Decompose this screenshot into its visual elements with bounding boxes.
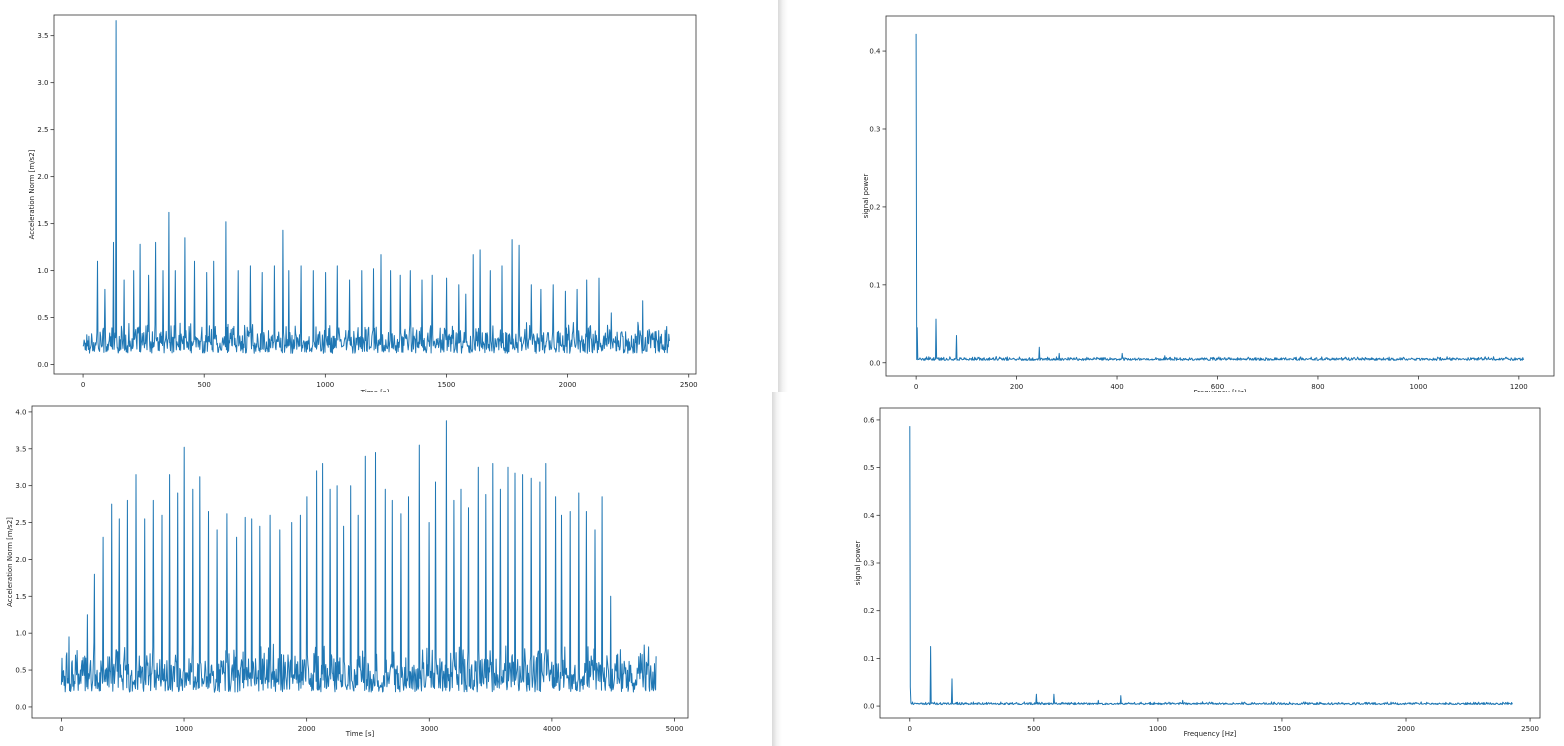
chart-panel-bottom-right: 0 500 1000 1500 2000 2500 0.0 0.1 0.2 0.3 0.4 0.5 0.… bbox=[782, 392, 1564, 746]
y-tick-label: 0.5 bbox=[37, 314, 48, 322]
x-tick-label: 200 bbox=[1010, 383, 1023, 391]
axes-frame bbox=[53, 14, 697, 375]
y-tick-label: 0.3 bbox=[863, 560, 874, 568]
x-tick-label: 2500 bbox=[1521, 725, 1539, 733]
y-tick-label: 1.0 bbox=[37, 267, 48, 275]
x-tick-label: 2000 bbox=[559, 381, 577, 389]
chart-top-right: 0 200 400 600 800 1000 1200 0.0 0.1 0.2 0.3 0.4 Freq… bbox=[862, 15, 1555, 392]
chart-panel-bottom-left: 0 1000 2000 3000 4000 5000 0.0 0.5 1.0 1.5 2.0 2.5 3… bbox=[0, 392, 772, 746]
x-tick-label: 0 bbox=[81, 381, 85, 389]
y-tick-label: 0.0 bbox=[15, 703, 26, 711]
x-axis-label: Frequency [Hz] bbox=[1194, 389, 1247, 392]
y-tick-label: 0.2 bbox=[863, 607, 874, 615]
y-axis-label: signal power bbox=[854, 541, 862, 586]
chart-bottom-right: 0 500 1000 1500 2000 2500 0.0 0.1 0.2 0.3 0.4 0.5 0.… bbox=[854, 407, 1541, 738]
y-tick-label: 3.5 bbox=[15, 445, 26, 453]
y-tick-label: 3.5 bbox=[37, 32, 48, 40]
panel-divider-bottom bbox=[772, 392, 782, 746]
series-line bbox=[909, 426, 1513, 706]
y-axis-label: Acceleration Norm [m/s2] bbox=[6, 517, 14, 607]
x-tick-label: 1500 bbox=[1273, 725, 1291, 733]
x-tick-label: 2000 bbox=[298, 725, 316, 733]
series-line bbox=[915, 33, 1525, 361]
y-tick-label: 0.0 bbox=[863, 703, 874, 711]
x-tick-label: 4000 bbox=[543, 725, 561, 733]
y-tick-label: 2.0 bbox=[37, 173, 48, 181]
x-tick-label: 2500 bbox=[680, 381, 698, 389]
y-tick-label: 0.1 bbox=[863, 655, 874, 663]
x-tick-label: 5000 bbox=[666, 725, 684, 733]
y-tick-label: 0.0 bbox=[869, 359, 880, 367]
series-line bbox=[60, 420, 657, 693]
y-tick-label: 1.5 bbox=[15, 593, 26, 601]
series-line bbox=[82, 20, 670, 354]
y-tick-label: 0.0 bbox=[37, 361, 48, 369]
x-tick-label: 0 bbox=[908, 725, 912, 733]
y-tick-label: 0.5 bbox=[863, 464, 874, 472]
y-tick-label: 1.0 bbox=[15, 630, 26, 638]
y-tick-label: 2.5 bbox=[37, 126, 48, 134]
x-tick-label: 600 bbox=[1211, 383, 1224, 391]
x-tick-label: 2000 bbox=[1397, 725, 1415, 733]
y-axis-label: Acceleration Norm [m/s2] bbox=[28, 149, 36, 239]
x-tick-label: 1000 bbox=[1409, 383, 1427, 391]
y-tick-label: 0.4 bbox=[869, 48, 881, 56]
y-tick-label: 1.5 bbox=[37, 220, 48, 228]
y-tick-label: 3.0 bbox=[37, 79, 48, 87]
y-axis-label: signal power bbox=[862, 174, 870, 219]
axes-frame bbox=[885, 15, 1555, 377]
chart-bottom-left: 0 1000 2000 3000 4000 5000 0.0 0.5 1.0 1.5 2.0 2.5 3… bbox=[6, 405, 689, 738]
chart-top-left: 0 500 1000 1500 2000 2500 0.0 0.5 1.0 1.5 2.0 2.5 3.… bbox=[28, 14, 698, 392]
x-tick-label: 1000 bbox=[316, 381, 334, 389]
chart-panel-top-right: 0 200 400 600 800 1000 1200 0.0 0.1 0.2 0.3 0.4 Freq… bbox=[788, 0, 1564, 392]
x-tick-label: 400 bbox=[1110, 383, 1123, 391]
x-tick-label: 0 bbox=[914, 383, 918, 391]
x-tick-label: 1500 bbox=[438, 381, 456, 389]
axes-frame bbox=[879, 407, 1541, 719]
panel-divider-top bbox=[778, 0, 788, 392]
x-axis-label: Time [s] bbox=[360, 389, 390, 392]
y-tick-label: 0.4 bbox=[863, 512, 875, 520]
y-tick-label: 0.6 bbox=[863, 416, 875, 424]
y-tick-label: 0.2 bbox=[869, 203, 880, 211]
axes-frame bbox=[31, 405, 689, 719]
chart-panel-top-left: 0 500 1000 1500 2000 2500 0.0 0.5 1.0 1.5 2.0 2.5 3.… bbox=[0, 0, 778, 392]
x-tick-label: 3000 bbox=[420, 725, 438, 733]
y-tick-label: 4.0 bbox=[15, 408, 26, 416]
x-tick-label: 500 bbox=[198, 381, 211, 389]
y-tick-label: 3.0 bbox=[15, 482, 26, 490]
x-tick-label: 1200 bbox=[1510, 383, 1528, 391]
x-axis-label: Time [s] bbox=[345, 730, 375, 738]
x-axis-label: Frequency [Hz] bbox=[1184, 730, 1237, 738]
y-tick-label: 2.5 bbox=[15, 519, 26, 527]
x-tick-label: 1000 bbox=[175, 725, 193, 733]
x-tick-label: 0 bbox=[59, 725, 63, 733]
x-tick-label: 500 bbox=[1027, 725, 1040, 733]
y-tick-label: 0.3 bbox=[869, 125, 880, 133]
x-tick-label: 800 bbox=[1311, 383, 1324, 391]
y-tick-label: 0.5 bbox=[15, 667, 26, 675]
x-tick-label: 1000 bbox=[1149, 725, 1167, 733]
y-tick-label: 2.0 bbox=[15, 556, 26, 564]
y-tick-label: 0.1 bbox=[869, 281, 880, 289]
